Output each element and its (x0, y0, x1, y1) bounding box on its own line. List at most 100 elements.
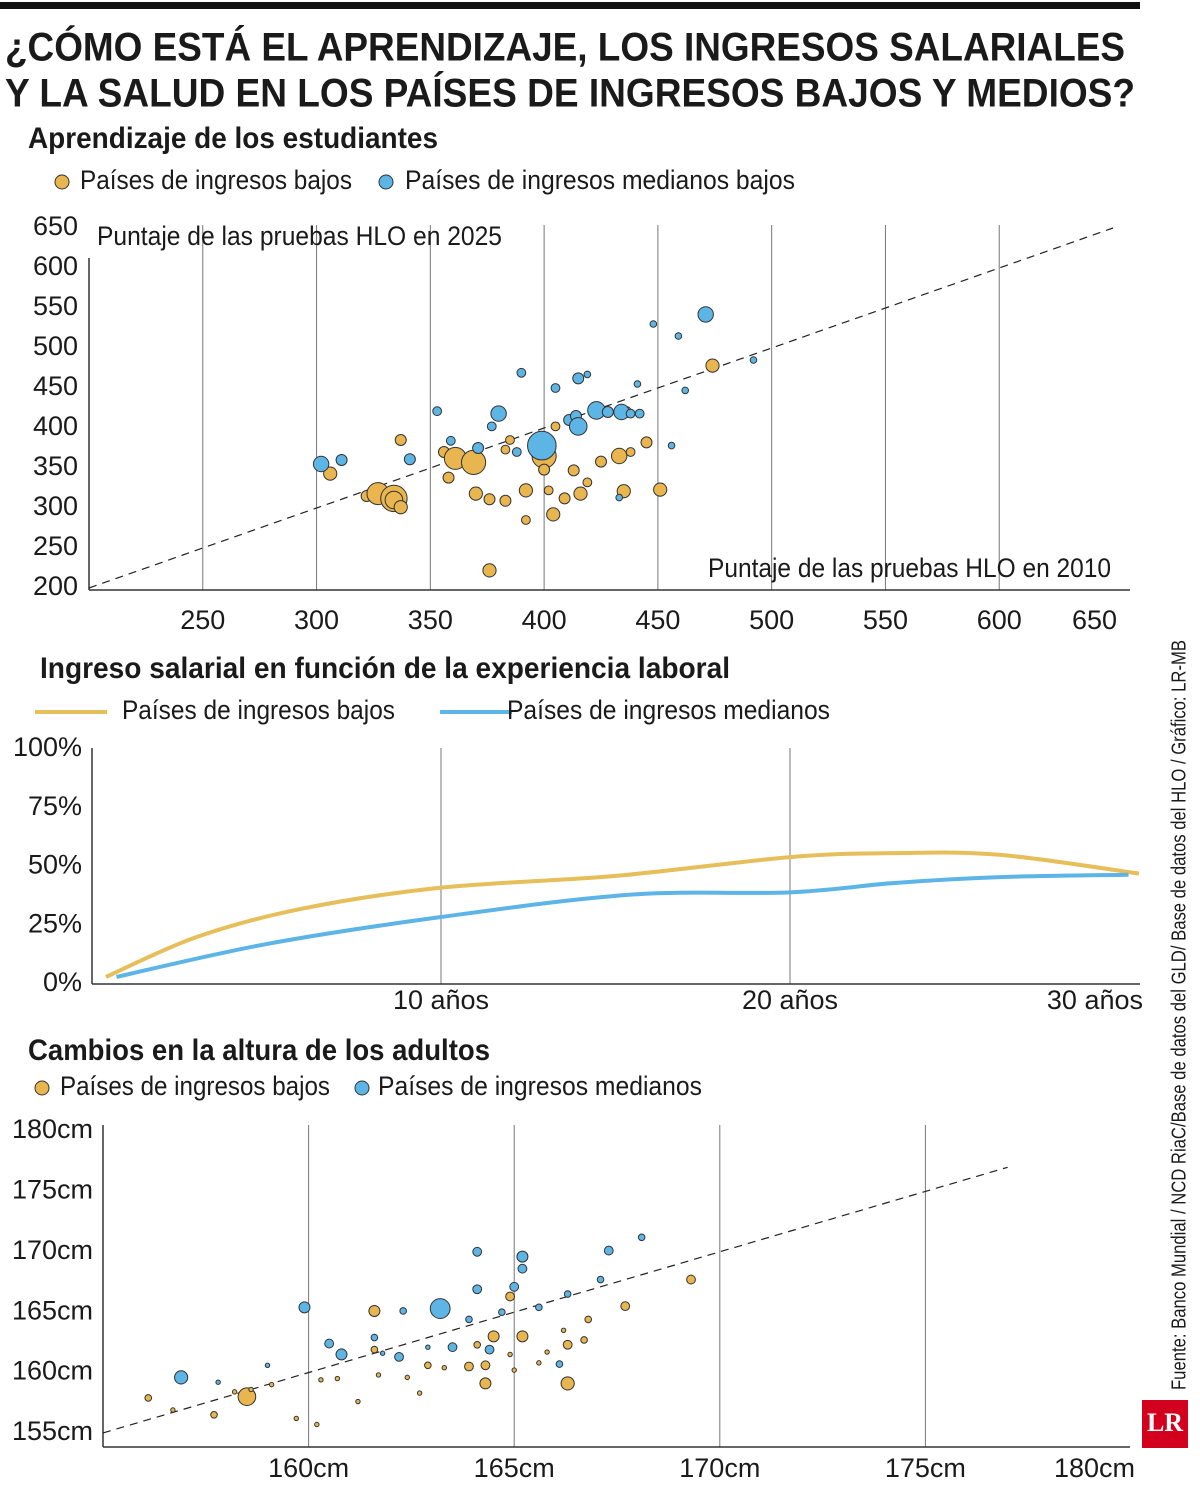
point (324, 1338, 335, 1349)
point (445, 435, 456, 446)
point (460, 449, 487, 475)
point (582, 477, 593, 488)
point (560, 1376, 575, 1391)
point (634, 408, 645, 419)
point (555, 1360, 564, 1368)
point (465, 1315, 473, 1324)
point (633, 380, 642, 388)
point (293, 1415, 299, 1422)
point (686, 1274, 696, 1285)
point (511, 447, 522, 457)
point (394, 434, 407, 446)
x-tick-label: 30 años (1047, 985, 1143, 1015)
point (174, 1370, 189, 1385)
point (544, 1349, 550, 1355)
point (368, 1304, 381, 1317)
point (505, 435, 515, 445)
point (403, 453, 416, 466)
y-tick-label: 160cm (12, 1356, 93, 1386)
y-tick-label: 650 (33, 211, 78, 241)
point (441, 1365, 447, 1371)
point (375, 1372, 382, 1378)
point (432, 406, 443, 417)
legend-label: Países de ingresos bajos (80, 165, 352, 195)
point (516, 1250, 529, 1263)
point (487, 1330, 500, 1343)
point (560, 1327, 567, 1333)
point (620, 1301, 631, 1312)
point (697, 306, 714, 323)
y-tick-label: 400 (33, 411, 78, 441)
point (399, 1307, 407, 1315)
point (472, 1284, 483, 1295)
title-line: ¿CÓMO ESTÁ EL APRENDIZAJE, LOS INGRESOS … (5, 24, 1125, 70)
y-tick-label: 155cm (12, 1416, 93, 1446)
point (543, 485, 554, 496)
point (611, 447, 628, 465)
point (505, 1291, 515, 1302)
point (568, 417, 588, 436)
point (370, 1345, 379, 1354)
point (536, 1360, 542, 1366)
point (370, 1333, 379, 1342)
point (298, 1301, 311, 1314)
point (394, 1351, 404, 1362)
x-tick-label: 10 años (393, 985, 489, 1015)
point (442, 471, 455, 484)
legend-label: Países de ingresos medianos (378, 1071, 702, 1101)
source: Fuente: Banco Mundial / NCD RiaC/Base de… (1168, 640, 1190, 1390)
logo: LR (1147, 1408, 1183, 1437)
point (749, 356, 758, 364)
line (116, 872, 1129, 979)
point (268, 1381, 275, 1388)
point (550, 421, 561, 432)
point (416, 1390, 423, 1396)
point (509, 1281, 520, 1292)
point (511, 1367, 517, 1373)
point (562, 1339, 573, 1350)
x-tick-label: 450 (635, 605, 680, 635)
x-tick-label: 250 (180, 605, 225, 635)
y-tick-label: 165cm (12, 1295, 93, 1325)
point (404, 1374, 410, 1381)
point (563, 1290, 572, 1298)
point (595, 455, 607, 468)
point (572, 372, 585, 385)
point (464, 1361, 474, 1372)
top-bar (0, 2, 1140, 9)
point (625, 447, 636, 457)
reference-line (102, 1166, 1008, 1434)
point (482, 563, 497, 578)
y-tick-label: 75% (28, 791, 82, 821)
point (480, 1360, 491, 1371)
x-tick-label: 650 (1072, 605, 1117, 635)
line (105, 850, 1140, 979)
point (447, 1342, 458, 1353)
legend-swatch (378, 174, 394, 190)
legend-label: Países de ingresos bajos (122, 695, 395, 725)
point (498, 1308, 506, 1316)
legend-label: Países de ingresos bajos (60, 1071, 330, 1101)
chart-title: Cambios en la altura de los adultos (28, 1034, 490, 1067)
point (499, 494, 512, 507)
point (472, 442, 485, 454)
y-axis-label: Puntaje de las pruebas HLO en 2025 (97, 221, 502, 251)
point (584, 1315, 593, 1324)
point (583, 370, 592, 379)
point (527, 430, 557, 461)
x-tick-label: 600 (977, 605, 1022, 635)
point (550, 383, 561, 393)
point (323, 466, 338, 481)
legend-swatch (54, 174, 70, 190)
point (314, 1421, 320, 1428)
point (516, 367, 527, 378)
point (231, 1389, 238, 1395)
point (215, 1379, 221, 1385)
point (558, 492, 571, 505)
y-tick-label: 25% (28, 908, 82, 938)
point (637, 1233, 646, 1242)
point (355, 1398, 361, 1405)
x-tick-label: 165cm (474, 1453, 555, 1483)
chart-title: Ingreso salarial en función de la experi… (40, 652, 730, 685)
